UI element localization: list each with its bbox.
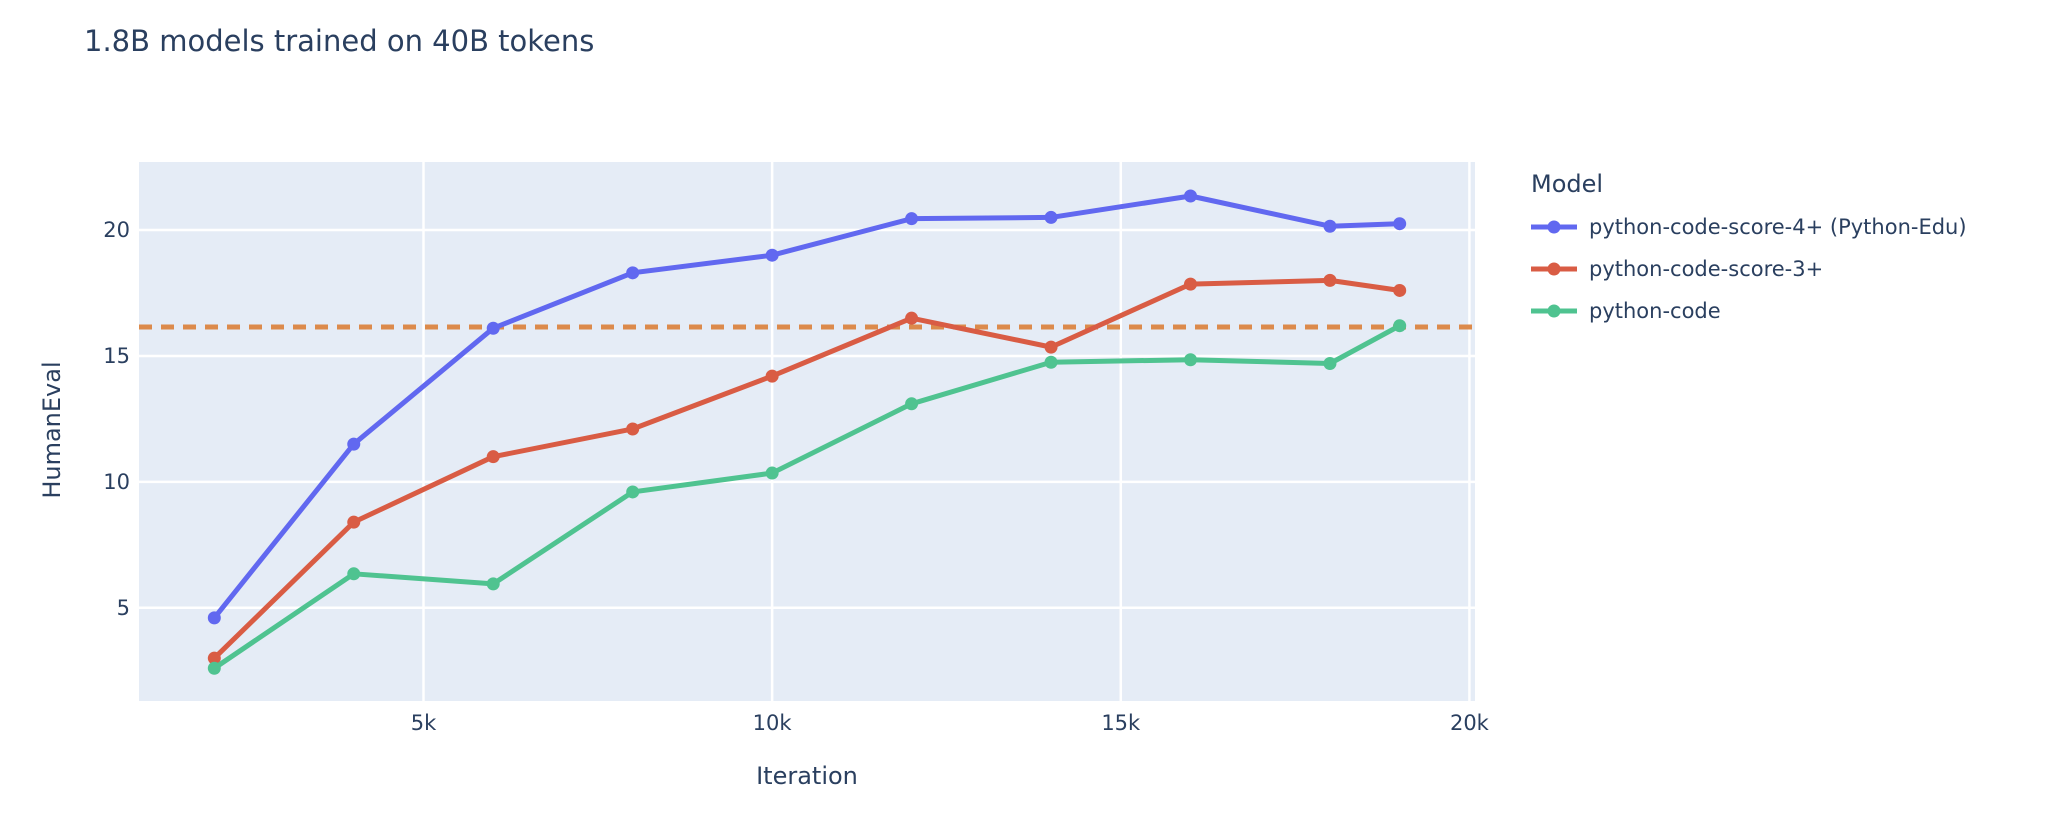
legend-swatch-icon: [1531, 304, 1577, 318]
legend-item-0[interactable]: python-code-score-4+ (Python-Edu): [1531, 212, 1967, 242]
legend-item-label: python-code: [1589, 299, 1721, 323]
plot-area[interactable]: [139, 162, 1475, 701]
plot-background: [139, 162, 1475, 701]
legend-swatch-icon: [1531, 262, 1577, 276]
x-tick-label: 5k: [410, 711, 437, 735]
series-marker-2[interactable]: [207, 661, 221, 675]
series-marker-0[interactable]: [207, 611, 221, 625]
series-marker-1[interactable]: [765, 369, 779, 383]
series-marker-1[interactable]: [1044, 340, 1058, 354]
series-marker-2[interactable]: [1184, 353, 1198, 367]
series-marker-0[interactable]: [1323, 219, 1337, 233]
series-marker-2[interactable]: [765, 466, 779, 480]
y-tick-label: 10: [103, 469, 130, 494]
series-marker-2[interactable]: [905, 397, 919, 411]
series-marker-0[interactable]: [1184, 189, 1198, 203]
x-tick-label: 20k: [1449, 711, 1489, 735]
y-tick-label: 5: [116, 595, 130, 620]
series-marker-2[interactable]: [626, 485, 640, 499]
legend: Model python-code-score-4+ (Python-Edu) p…: [1531, 170, 1967, 338]
legend-item-label: python-code-score-3+: [1589, 257, 1824, 281]
y-tick-label: 15: [103, 343, 130, 368]
series-marker-2[interactable]: [1393, 319, 1407, 333]
series-line-2: [211, 323, 1403, 671]
series-marker-2[interactable]: [1323, 356, 1337, 370]
legend-item-2[interactable]: python-code: [1531, 296, 1967, 326]
series-marker-0[interactable]: [347, 437, 361, 451]
legend-swatch-icon: [1531, 220, 1577, 234]
chart-title: 1.8B models trained on 40B tokens: [84, 24, 595, 58]
series-line-0: [211, 193, 1403, 621]
legend-item-label: python-code-score-4+ (Python-Edu): [1589, 215, 1967, 239]
series-marker-1[interactable]: [1323, 273, 1337, 287]
legend-item-1[interactable]: python-code-score-3+: [1531, 254, 1967, 284]
series-marker-2[interactable]: [486, 577, 500, 591]
series-marker-1[interactable]: [486, 450, 500, 464]
series-marker-2[interactable]: [347, 567, 361, 581]
series-marker-1[interactable]: [207, 651, 221, 665]
series-marker-1[interactable]: [1184, 277, 1198, 291]
series-marker-0[interactable]: [905, 212, 919, 226]
x-tick-label: 15k: [1101, 711, 1141, 735]
series-marker-1[interactable]: [905, 311, 919, 325]
series-marker-0[interactable]: [1393, 217, 1407, 231]
series-marker-1[interactable]: [347, 515, 361, 529]
series-line-1: [211, 277, 1403, 661]
legend-title: Model: [1531, 170, 1604, 198]
series-marker-1[interactable]: [626, 422, 640, 436]
series-marker-0[interactable]: [765, 248, 779, 262]
series-marker-0[interactable]: [486, 321, 500, 335]
series-marker-1[interactable]: [1393, 283, 1407, 297]
series-marker-2[interactable]: [1044, 355, 1058, 369]
x-tick-label: 10k: [752, 711, 792, 735]
plot-wrap: [139, 162, 1475, 701]
series-marker-0[interactable]: [626, 266, 640, 280]
y-axis-title: HumanEval: [38, 361, 66, 499]
legend-items: python-code-score-4+ (Python-Edu) python-…: [1531, 212, 1967, 326]
x-axis-title: Iteration: [756, 762, 858, 790]
series-marker-0[interactable]: [1044, 210, 1058, 224]
y-tick-label: 20: [103, 218, 130, 242]
